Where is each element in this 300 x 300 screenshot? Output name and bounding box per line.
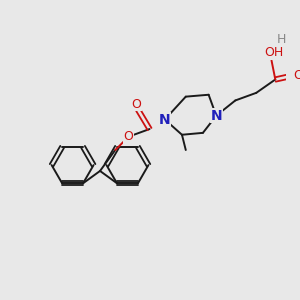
Text: O: O: [293, 69, 300, 82]
Text: O: O: [131, 98, 141, 111]
Text: H: H: [276, 33, 286, 46]
Text: N: N: [210, 109, 222, 123]
Text: O: O: [124, 130, 134, 143]
Text: N: N: [159, 112, 171, 127]
Text: OH: OH: [264, 46, 283, 59]
